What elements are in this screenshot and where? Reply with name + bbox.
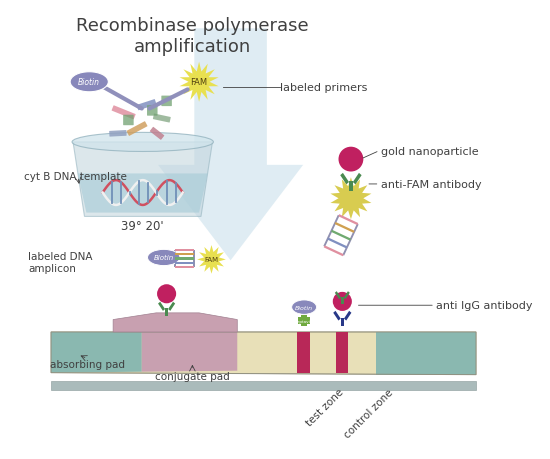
Polygon shape [175,257,194,260]
Polygon shape [340,318,344,326]
Polygon shape [335,291,341,300]
Text: control zone: control zone [342,386,395,439]
Polygon shape [323,215,339,247]
Polygon shape [334,223,355,233]
Polygon shape [142,332,237,372]
Bar [301,315,307,326]
Text: anti-FAM antibody: anti-FAM antibody [382,179,482,190]
Polygon shape [331,230,351,241]
Text: 39° 20': 39° 20' [122,219,164,232]
Polygon shape [344,291,350,300]
Text: absorbing pad: absorbing pad [50,360,125,369]
Polygon shape [338,215,358,226]
Polygon shape [165,308,168,316]
Polygon shape [376,332,476,375]
Circle shape [333,292,352,311]
FancyBboxPatch shape [150,128,164,140]
Polygon shape [343,224,359,256]
Polygon shape [340,174,349,185]
Ellipse shape [292,300,317,314]
FancyBboxPatch shape [126,122,147,137]
Polygon shape [51,332,142,373]
Text: Streptavidin: Streptavidin [292,319,317,323]
Polygon shape [179,62,218,103]
FancyBboxPatch shape [123,116,134,126]
Polygon shape [324,246,344,257]
Text: labeled primers: labeled primers [280,83,367,93]
Bar [51,381,476,390]
Text: gold nanoparticle: gold nanoparticle [382,146,479,156]
Ellipse shape [72,133,213,152]
FancyBboxPatch shape [161,96,172,107]
Polygon shape [51,332,476,375]
Polygon shape [194,250,195,268]
Polygon shape [158,302,165,311]
Text: test zone: test zone [304,386,345,428]
Circle shape [338,147,364,172]
Polygon shape [175,266,194,269]
Text: Biotin: Biotin [78,78,100,87]
Polygon shape [344,311,351,321]
Polygon shape [349,182,353,191]
Polygon shape [78,174,208,213]
Ellipse shape [70,73,108,93]
Polygon shape [341,297,344,304]
Text: Biotin: Biotin [295,305,313,310]
Polygon shape [175,253,194,256]
Text: labeled DNA
amplicon: labeled DNA amplicon [28,252,92,274]
FancyBboxPatch shape [153,114,170,123]
Bar [336,332,348,373]
Bar [299,318,310,324]
Text: FAM: FAM [190,78,208,87]
Polygon shape [333,311,340,321]
FancyBboxPatch shape [112,106,136,120]
Polygon shape [168,302,175,311]
Text: FAM: FAM [205,257,218,263]
Text: cyt B DNA template: cyt B DNA template [24,172,127,182]
Circle shape [157,285,176,304]
Polygon shape [73,143,212,217]
Polygon shape [331,178,371,220]
Polygon shape [174,250,176,268]
Polygon shape [327,238,348,249]
Polygon shape [197,246,226,274]
Bar [298,332,310,373]
Polygon shape [175,249,194,252]
Text: Biotin: Biotin [153,255,174,261]
FancyBboxPatch shape [147,106,157,117]
Text: anti IgG antibody: anti IgG antibody [436,301,532,311]
Polygon shape [60,29,303,261]
Text: Recombinase polymerase
amplification: Recombinase polymerase amplification [76,17,309,56]
Polygon shape [175,262,194,264]
Text: conjugate pad: conjugate pad [155,371,230,381]
Polygon shape [353,174,361,185]
Polygon shape [113,313,237,332]
Ellipse shape [147,250,180,266]
FancyBboxPatch shape [109,131,126,137]
FancyBboxPatch shape [137,100,156,111]
